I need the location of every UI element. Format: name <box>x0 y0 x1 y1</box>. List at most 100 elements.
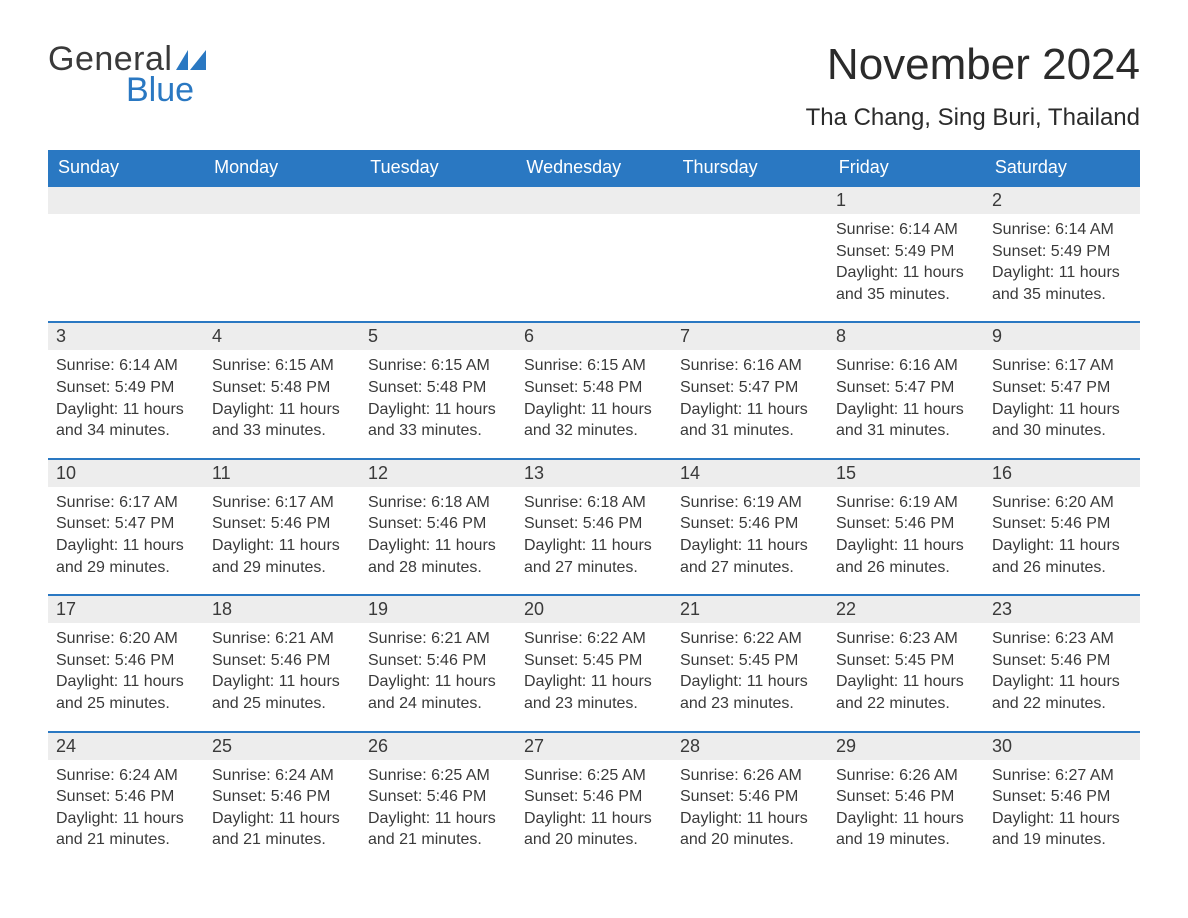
cell-body: Sunrise: 6:22 AMSunset: 5:45 PMDaylight:… <box>672 623 828 730</box>
day-number: 18 <box>204 594 360 623</box>
daylight-line: Daylight: 11 hours and 24 minutes. <box>368 671 508 714</box>
day-number: . <box>48 185 204 214</box>
sunset-line: Sunset: 5:47 PM <box>836 377 976 399</box>
day-number: 2 <box>984 185 1140 214</box>
calendar: SundayMondayTuesdayWednesdayThursdayFrid… <box>48 150 1140 867</box>
day-header: Thursday <box>673 150 829 185</box>
sunrise-line: Sunrise: 6:23 AM <box>836 628 976 650</box>
sunset-line: Sunset: 5:46 PM <box>212 513 352 535</box>
calendar-cell: 17Sunrise: 6:20 AMSunset: 5:46 PMDayligh… <box>48 594 204 730</box>
sunset-line: Sunset: 5:46 PM <box>212 650 352 672</box>
sunrise-line: Sunrise: 6:19 AM <box>680 492 820 514</box>
daylight-line: Daylight: 11 hours and 21 minutes. <box>368 808 508 851</box>
cell-body: Sunrise: 6:20 AMSunset: 5:46 PMDaylight:… <box>48 623 204 730</box>
daylight-line: Daylight: 11 hours and 20 minutes. <box>680 808 820 851</box>
cell-body: Sunrise: 6:17 AMSunset: 5:46 PMDaylight:… <box>204 487 360 594</box>
day-number: 4 <box>204 321 360 350</box>
calendar-cell: . <box>48 185 204 321</box>
sunset-line: Sunset: 5:48 PM <box>368 377 508 399</box>
day-number: 26 <box>360 731 516 760</box>
calendar-cell: 2Sunrise: 6:14 AMSunset: 5:49 PMDaylight… <box>984 185 1140 321</box>
calendar-cell: 23Sunrise: 6:23 AMSunset: 5:46 PMDayligh… <box>984 594 1140 730</box>
sunrise-line: Sunrise: 6:24 AM <box>56 765 196 787</box>
calendar-cell: 28Sunrise: 6:26 AMSunset: 5:46 PMDayligh… <box>672 731 828 867</box>
calendar-cell: 8Sunrise: 6:16 AMSunset: 5:47 PMDaylight… <box>828 321 984 457</box>
logo: General Blue <box>48 40 206 110</box>
sunrise-line: Sunrise: 6:27 AM <box>992 765 1132 787</box>
daylight-line: Daylight: 11 hours and 19 minutes. <box>836 808 976 851</box>
cell-body: Sunrise: 6:21 AMSunset: 5:46 PMDaylight:… <box>360 623 516 730</box>
daylight-line: Daylight: 11 hours and 35 minutes. <box>992 262 1132 305</box>
cell-body: Sunrise: 6:24 AMSunset: 5:46 PMDaylight:… <box>204 760 360 867</box>
calendar-cell: 5Sunrise: 6:15 AMSunset: 5:48 PMDaylight… <box>360 321 516 457</box>
day-number: 28 <box>672 731 828 760</box>
sunset-line: Sunset: 5:46 PM <box>992 650 1132 672</box>
daylight-line: Daylight: 11 hours and 26 minutes. <box>992 535 1132 578</box>
sunset-line: Sunset: 5:46 PM <box>368 786 508 808</box>
calendar-cell: 19Sunrise: 6:21 AMSunset: 5:46 PMDayligh… <box>360 594 516 730</box>
calendar-cell: 22Sunrise: 6:23 AMSunset: 5:45 PMDayligh… <box>828 594 984 730</box>
sunrise-line: Sunrise: 6:14 AM <box>56 355 196 377</box>
daylight-line: Daylight: 11 hours and 27 minutes. <box>680 535 820 578</box>
calendar-cell: 16Sunrise: 6:20 AMSunset: 5:46 PMDayligh… <box>984 458 1140 594</box>
calendar-cell: 6Sunrise: 6:15 AMSunset: 5:48 PMDaylight… <box>516 321 672 457</box>
day-number: 8 <box>828 321 984 350</box>
sunrise-line: Sunrise: 6:15 AM <box>212 355 352 377</box>
daylight-line: Daylight: 11 hours and 28 minutes. <box>368 535 508 578</box>
week-row: 24Sunrise: 6:24 AMSunset: 5:46 PMDayligh… <box>48 731 1140 867</box>
sunset-line: Sunset: 5:46 PM <box>212 786 352 808</box>
daylight-line: Daylight: 11 hours and 20 minutes. <box>524 808 664 851</box>
sunset-line: Sunset: 5:46 PM <box>524 513 664 535</box>
day-header: Friday <box>829 150 985 185</box>
cell-body: Sunrise: 6:16 AMSunset: 5:47 PMDaylight:… <box>828 350 984 457</box>
flag-icon <box>176 50 206 70</box>
daylight-line: Daylight: 11 hours and 29 minutes. <box>56 535 196 578</box>
calendar-cell: 9Sunrise: 6:17 AMSunset: 5:47 PMDaylight… <box>984 321 1140 457</box>
daylight-line: Daylight: 11 hours and 32 minutes. <box>524 399 664 442</box>
calendar-cell: 11Sunrise: 6:17 AMSunset: 5:46 PMDayligh… <box>204 458 360 594</box>
sunset-line: Sunset: 5:46 PM <box>524 786 664 808</box>
sunrise-line: Sunrise: 6:15 AM <box>368 355 508 377</box>
day-number: 19 <box>360 594 516 623</box>
day-number: 17 <box>48 594 204 623</box>
day-number: . <box>360 185 516 214</box>
sunset-line: Sunset: 5:46 PM <box>680 513 820 535</box>
sunset-line: Sunset: 5:46 PM <box>836 786 976 808</box>
cell-body: Sunrise: 6:24 AMSunset: 5:46 PMDaylight:… <box>48 760 204 867</box>
day-number: 23 <box>984 594 1140 623</box>
day-number: 9 <box>984 321 1140 350</box>
calendar-cell: 25Sunrise: 6:24 AMSunset: 5:46 PMDayligh… <box>204 731 360 867</box>
sunrise-line: Sunrise: 6:15 AM <box>524 355 664 377</box>
cell-body: Sunrise: 6:19 AMSunset: 5:46 PMDaylight:… <box>672 487 828 594</box>
daylight-line: Daylight: 11 hours and 31 minutes. <box>836 399 976 442</box>
sunrise-line: Sunrise: 6:16 AM <box>680 355 820 377</box>
sunrise-line: Sunrise: 6:17 AM <box>212 492 352 514</box>
sunset-line: Sunset: 5:46 PM <box>992 786 1132 808</box>
cell-body: Sunrise: 6:15 AMSunset: 5:48 PMDaylight:… <box>204 350 360 457</box>
sunrise-line: Sunrise: 6:25 AM <box>368 765 508 787</box>
cell-body: Sunrise: 6:26 AMSunset: 5:46 PMDaylight:… <box>672 760 828 867</box>
sunset-line: Sunset: 5:46 PM <box>368 650 508 672</box>
daylight-line: Daylight: 11 hours and 34 minutes. <box>56 399 196 442</box>
day-number: 11 <box>204 458 360 487</box>
calendar-cell: 7Sunrise: 6:16 AMSunset: 5:47 PMDaylight… <box>672 321 828 457</box>
sunset-line: Sunset: 5:46 PM <box>56 650 196 672</box>
cell-body: Sunrise: 6:23 AMSunset: 5:45 PMDaylight:… <box>828 623 984 730</box>
day-number: 16 <box>984 458 1140 487</box>
cell-body: Sunrise: 6:25 AMSunset: 5:46 PMDaylight:… <box>516 760 672 867</box>
day-number: 12 <box>360 458 516 487</box>
cell-body <box>672 214 828 235</box>
calendar-cell: 4Sunrise: 6:15 AMSunset: 5:48 PMDaylight… <box>204 321 360 457</box>
calendar-cell: 12Sunrise: 6:18 AMSunset: 5:46 PMDayligh… <box>360 458 516 594</box>
cell-body: Sunrise: 6:25 AMSunset: 5:46 PMDaylight:… <box>360 760 516 867</box>
calendar-cell: 3Sunrise: 6:14 AMSunset: 5:49 PMDaylight… <box>48 321 204 457</box>
calendar-cell: 18Sunrise: 6:21 AMSunset: 5:46 PMDayligh… <box>204 594 360 730</box>
daylight-line: Daylight: 11 hours and 22 minutes. <box>836 671 976 714</box>
daylight-line: Daylight: 11 hours and 23 minutes. <box>524 671 664 714</box>
day-header: Monday <box>204 150 360 185</box>
daylight-line: Daylight: 11 hours and 31 minutes. <box>680 399 820 442</box>
cell-body: Sunrise: 6:18 AMSunset: 5:46 PMDaylight:… <box>360 487 516 594</box>
day-number: 5 <box>360 321 516 350</box>
day-number: . <box>516 185 672 214</box>
daylight-line: Daylight: 11 hours and 21 minutes. <box>212 808 352 851</box>
